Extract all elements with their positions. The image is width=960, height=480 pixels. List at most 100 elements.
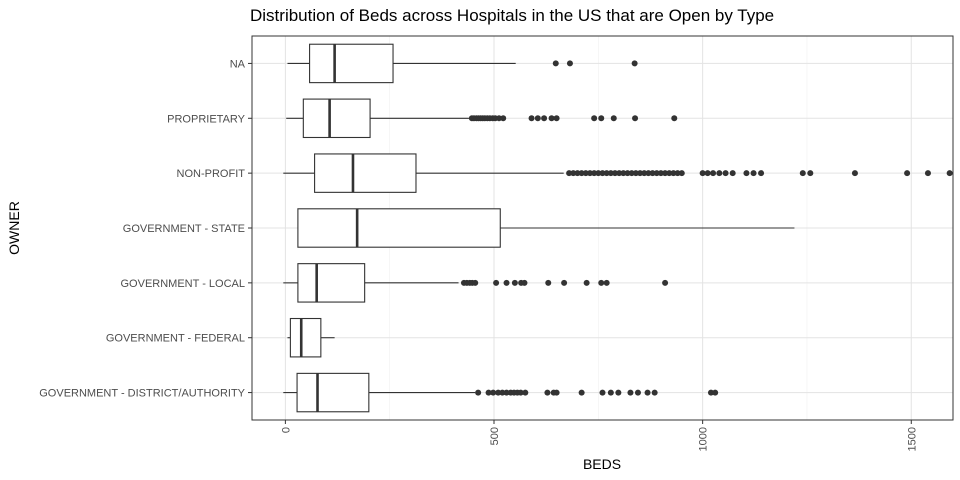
outlier-point — [574, 170, 581, 177]
outlier-point — [607, 389, 614, 396]
outlier-point — [634, 389, 641, 396]
box-group — [297, 208, 795, 248]
box-group — [283, 372, 719, 413]
box-group — [286, 98, 678, 139]
outlier-point — [651, 389, 658, 396]
outlier-point — [678, 170, 685, 177]
outlier-point — [799, 170, 806, 177]
outlier-point — [657, 170, 664, 177]
box — [309, 43, 394, 84]
outlier-point — [645, 170, 652, 177]
y-tick-label: NA — [230, 58, 246, 70]
outlier-point — [566, 170, 573, 177]
outlier-point — [500, 115, 507, 122]
outlier-point — [716, 170, 723, 177]
outlier-point — [662, 170, 669, 177]
outlier-point — [612, 170, 619, 177]
box-group — [287, 43, 638, 84]
x-tick-label: 500 — [489, 427, 501, 445]
outlier-point — [545, 279, 552, 286]
box — [314, 153, 417, 193]
outlier-point — [499, 389, 506, 396]
outlier-point — [722, 170, 729, 177]
outlier-point — [561, 279, 568, 286]
box — [289, 317, 322, 358]
outlier-point — [674, 170, 681, 177]
outlier-point — [610, 115, 617, 122]
outlier-point — [653, 170, 660, 177]
y-tick-label: NON-PROFIT — [177, 168, 246, 180]
outlier-point — [758, 170, 765, 177]
box-group — [283, 263, 669, 303]
outlier-point — [641, 170, 648, 177]
outlier-point — [599, 170, 606, 177]
box-group — [283, 153, 953, 193]
outlier-point — [662, 279, 669, 286]
outlier-point — [521, 279, 528, 286]
outlier-point — [591, 170, 598, 177]
outlier-point — [544, 389, 551, 396]
outlier-point — [553, 389, 560, 396]
boxes-layer — [283, 43, 953, 413]
outlier-point — [496, 115, 503, 122]
outlier-point — [552, 60, 559, 67]
box-group — [287, 317, 335, 358]
y-tick-label: GOVERNMENT - STATE — [123, 223, 245, 235]
outlier-point — [924, 170, 931, 177]
outlier-point — [620, 170, 627, 177]
outlier-point — [511, 279, 518, 286]
outlier-point — [666, 170, 673, 177]
outlier-point — [624, 170, 631, 177]
outlier-point — [472, 279, 479, 286]
x-tick-label: 1000 — [698, 427, 710, 451]
outlier-point — [637, 170, 644, 177]
outlier-point — [517, 389, 524, 396]
outlier-point — [851, 170, 858, 177]
outlier-point — [743, 170, 750, 177]
box — [296, 372, 370, 413]
box — [297, 263, 366, 303]
x-tick-label: 0 — [280, 427, 292, 433]
outlier-point — [570, 170, 577, 177]
outlier-point — [904, 170, 911, 177]
outlier-point — [632, 170, 639, 177]
outlier-point — [616, 170, 623, 177]
outlier-point — [631, 60, 638, 67]
outlier-point — [710, 170, 717, 177]
outlier-point — [603, 279, 610, 286]
outlier-point — [607, 170, 614, 177]
outlier-point — [522, 389, 529, 396]
y-tick-label: GOVERNMENT - DISTRICT/AUTHORITY — [39, 388, 245, 400]
box — [302, 98, 371, 139]
outlier-point — [548, 115, 555, 122]
outlier-point — [485, 389, 492, 396]
outlier-point — [704, 170, 711, 177]
outlier-point — [578, 170, 585, 177]
outlier-point — [699, 170, 706, 177]
outlier-point — [707, 389, 714, 396]
outlier-point — [541, 115, 548, 122]
outlier-point — [632, 115, 639, 122]
outlier-point — [553, 115, 560, 122]
outlier-point — [644, 389, 651, 396]
outlier-point — [586, 170, 593, 177]
outlier-point — [503, 279, 510, 286]
outlier-point — [603, 170, 610, 177]
outlier-point — [729, 170, 736, 177]
outlier-point — [807, 170, 814, 177]
y-axis: NA PROPRIETARY NON-PROFIT GOVERNMENT - STAT… — [39, 58, 252, 400]
outlier-point — [475, 389, 482, 396]
outlier-point — [490, 389, 497, 396]
x-axis: 0 500 1000 1500 — [280, 420, 918, 451]
outlier-point — [493, 279, 500, 286]
outlier-point — [591, 115, 598, 122]
outlier-point — [615, 389, 622, 396]
y-tick-label: GOVERNMENT - LOCAL — [121, 278, 246, 290]
outlier-point — [712, 389, 719, 396]
box — [297, 208, 501, 248]
outlier-point — [528, 115, 535, 122]
outlier-point — [598, 279, 605, 286]
outlier-point — [495, 389, 502, 396]
outlier-point — [578, 389, 585, 396]
